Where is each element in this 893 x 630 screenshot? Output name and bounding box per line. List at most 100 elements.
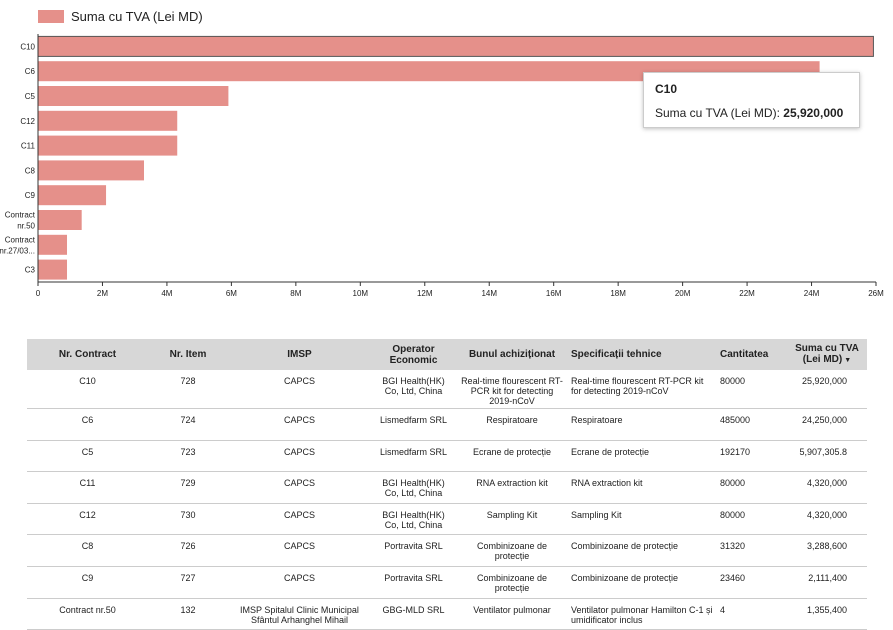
table-row[interactable]: C8 726 CAPCS Portravita SRL Combinizoane de … <box>27 534 867 567</box>
table-cell: 25,920,000 <box>787 370 867 409</box>
column-header-imsp[interactable]: IMSP <box>228 339 371 370</box>
x-tick-label: 16M <box>546 289 562 298</box>
category-label: C8 <box>25 166 36 175</box>
category-label: C6 <box>25 67 36 76</box>
table-header-row: Nr. Contract Nr. Item IMSP Operator Econ… <box>27 339 867 370</box>
table-row[interactable]: Contract nr.50 132 IMSP Spitalul Clinic Mu… <box>27 598 867 630</box>
table-cell: BGI Health(HK) Co, Ltd, China <box>371 503 456 536</box>
table-cell: Sampling Kit <box>456 503 568 536</box>
bar[interactable] <box>38 234 68 255</box>
table-cell: 3,288,600 <box>787 534 867 567</box>
column-header-nr-item[interactable]: Nr. Item <box>148 339 228 370</box>
bar[interactable] <box>38 135 178 156</box>
table-row[interactable]: C6 724 CAPCS Lismedfarm SRL Respiratoare Resp… <box>27 408 867 441</box>
table-cell: 4 <box>717 598 787 630</box>
table-cell: 24,250,000 <box>787 408 867 441</box>
table-cell: 730 <box>148 503 228 536</box>
table-cell: C5 <box>27 440 148 473</box>
table-cell: 728 <box>148 370 228 409</box>
x-tick-label: 14M <box>481 289 497 298</box>
legend-swatch <box>38 10 64 23</box>
table-cell: Ecrane de protecție <box>568 440 717 473</box>
category-label: Contract nr.50 <box>5 211 36 231</box>
bar[interactable] <box>38 185 107 206</box>
category-label: Contract nr.27/03... <box>0 235 36 255</box>
suma-header-label: Suma cu TVA (Lei MD) <box>795 343 859 365</box>
x-tick-label: 20M <box>675 289 691 298</box>
table-cell: 724 <box>148 408 228 441</box>
category-label: C11 <box>21 142 36 151</box>
table-cell: Real-time flourescent RT-PCR kit for det… <box>456 370 568 409</box>
table-row[interactable]: C12 730 CAPCS BGI Health(HK) Co, Ltd, China… <box>27 503 867 536</box>
bar[interactable] <box>38 210 82 230</box>
table-cell: 4,320,000 <box>787 471 867 504</box>
bar[interactable] <box>38 61 820 82</box>
x-tick-label: 6M <box>226 289 237 298</box>
table-cell: CAPCS <box>228 566 371 599</box>
column-header-bunul-achizitionat[interactable]: Bunul achiziționat <box>456 339 568 370</box>
table-cell: 729 <box>148 471 228 504</box>
category-label: C10 <box>20 42 35 51</box>
table-cell: Combinizoane de protecție <box>456 534 568 567</box>
table-cell: 23460 <box>717 566 787 599</box>
table-cell: BGI Health(HK) Co, Ltd, China <box>371 471 456 504</box>
table-row[interactable]: C5 723 CAPCS Lismedfarm SRL Ecrane de protec… <box>27 440 867 473</box>
category-label: C5 <box>25 92 36 101</box>
table-cell: RNA extraction kit <box>456 471 568 504</box>
table-cell: Lismedfarm SRL <box>371 408 456 441</box>
bar[interactable] <box>38 160 144 181</box>
table-cell: Sampling Kit <box>568 503 717 536</box>
sort-desc-icon[interactable]: ▼ <box>844 357 852 364</box>
contracts-table: Nr. Contract Nr. Item IMSP Operator Econ… <box>27 339 867 630</box>
table-cell: C10 <box>27 370 148 409</box>
x-tick-label: 26M <box>868 289 884 298</box>
column-header-suma-cu-tva[interactable]: Suma cu TVA (Lei MD) ▼ <box>787 339 867 370</box>
table-cell: CAPCS <box>228 370 371 409</box>
legend-label: Suma cu TVA (Lei MD) <box>71 9 203 24</box>
table-cell: 726 <box>148 534 228 567</box>
column-header-operator-economic[interactable]: Operator Economic <box>371 339 456 370</box>
table-cell: Respiratoare <box>568 408 717 441</box>
bar[interactable] <box>37 35 874 57</box>
table-row[interactable]: C9 727 CAPCS Portravita SRL Combinizoane de … <box>27 566 867 599</box>
x-tick-label: 2M <box>97 289 108 298</box>
table-cell: CAPCS <box>228 471 371 504</box>
table-cell: 31320 <box>717 534 787 567</box>
table-cell: 4,320,000 <box>787 503 867 536</box>
table-cell: C6 <box>27 408 148 441</box>
bar[interactable] <box>38 259 68 280</box>
tooltip-title: C10 <box>655 82 678 96</box>
table-cell: C8 <box>27 534 148 567</box>
chart-legend[interactable]: Suma cu TVA (Lei MD) <box>38 9 203 24</box>
table-cell: GBG-MLD SRL <box>371 598 456 630</box>
column-header-cantitatea[interactable]: Cantitatea <box>717 339 787 370</box>
table-cell: CAPCS <box>228 534 371 567</box>
x-tick-label: 24M <box>804 289 820 298</box>
column-header-specificatii-tehnice[interactable]: Specificații tehnice <box>568 339 717 370</box>
table-cell: Respiratoare <box>456 408 568 441</box>
table-cell: 132 <box>148 598 228 630</box>
table-cell: 192170 <box>717 440 787 473</box>
column-header-nr-contract[interactable]: Nr. Contract <box>27 339 148 370</box>
table-cell: Portravita SRL <box>371 566 456 599</box>
table-cell: Portravita SRL <box>371 534 456 567</box>
bar[interactable] <box>38 110 178 131</box>
table-cell: 723 <box>148 440 228 473</box>
table-cell: 485000 <box>717 408 787 441</box>
table-cell: CAPCS <box>228 440 371 473</box>
table-cell: BGI Health(HK) Co, Ltd, China <box>371 370 456 409</box>
table-row[interactable]: C11 729 CAPCS BGI Health(HK) Co, Ltd, China… <box>27 471 867 504</box>
table-cell: C11 <box>27 471 148 504</box>
x-tick-label: 0 <box>36 289 41 298</box>
x-tick-label: 12M <box>417 289 433 298</box>
table-cell: 5,907,305.8 <box>787 440 867 473</box>
table-row[interactable]: C10 728 CAPCS BGI Health(HK) Co, Ltd, China… <box>27 370 867 409</box>
bar[interactable] <box>38 86 229 106</box>
table-cell: 727 <box>148 566 228 599</box>
table-cell: 80000 <box>717 370 787 409</box>
table-cell: Combinizoane de protecție <box>568 566 717 599</box>
table-cell: 80000 <box>717 503 787 536</box>
table-cell: 2,111,400 <box>787 566 867 599</box>
category-label: C3 <box>25 266 36 275</box>
table-cell: IMSP Spitalul Clinic Municipal Sfântul A… <box>228 598 371 630</box>
